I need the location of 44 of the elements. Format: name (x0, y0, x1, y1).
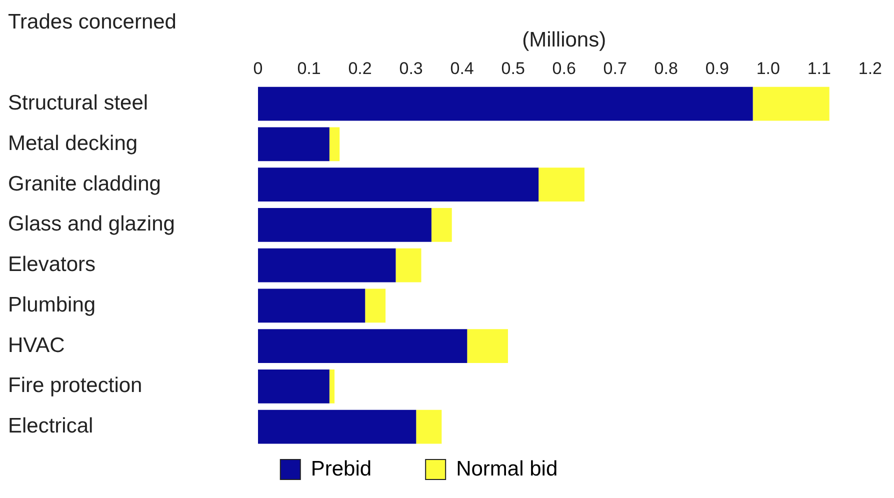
x-tick-label: 0.9 (705, 59, 729, 78)
bar (258, 369, 330, 404)
x-tick-label: 0.2 (348, 59, 372, 78)
bar (431, 208, 452, 242)
y-tick-label: Electrical (8, 414, 94, 438)
x-tick-label: 0.1 (297, 59, 321, 78)
bar (329, 369, 335, 404)
bar (258, 329, 468, 364)
x-tick-label: 0.6 (552, 59, 576, 78)
x-tick-label: 0.7 (603, 59, 627, 78)
x-tick-label: 1.0 (756, 59, 780, 78)
y-axis-title: Trades concerned (8, 10, 176, 34)
bar (396, 248, 422, 282)
bar (258, 208, 432, 242)
x-tick-label: 0.8 (654, 59, 678, 78)
y-tick-label: Granite cladding (8, 172, 161, 196)
bar (258, 127, 330, 162)
bar (416, 410, 442, 444)
bar (258, 410, 416, 444)
bar (467, 329, 508, 364)
y-tick-label: Plumbing (8, 293, 96, 316)
x-axis-title: (Millions) (522, 28, 606, 52)
y-tick-label: Metal decking (8, 132, 138, 155)
x-tick-label: 1.2 (858, 59, 882, 78)
bar (258, 248, 396, 282)
legend-label: Normal bid (456, 457, 600, 480)
y-tick-label: HVAC (8, 334, 65, 357)
bar (258, 86, 753, 121)
x-tick-label: 0 (253, 59, 263, 78)
y-tick-label: Glass and glazing (8, 212, 175, 236)
y-tick-label: Elevators (8, 253, 96, 276)
bar (538, 168, 584, 202)
bar (258, 288, 366, 323)
bar (258, 168, 539, 202)
legend-label: Prebid (310, 457, 414, 480)
x-tick-label: 1.1 (807, 59, 831, 78)
x-tick-label: 0.3 (399, 59, 423, 78)
bar (365, 288, 386, 323)
x-tick-label: 0.4 (450, 59, 474, 78)
bar (329, 127, 340, 162)
y-tick-label: Fire protection (8, 374, 142, 398)
bar (752, 86, 830, 121)
y-tick-label: Structural steel (8, 92, 148, 115)
x-tick-label: 0.5 (501, 59, 525, 78)
